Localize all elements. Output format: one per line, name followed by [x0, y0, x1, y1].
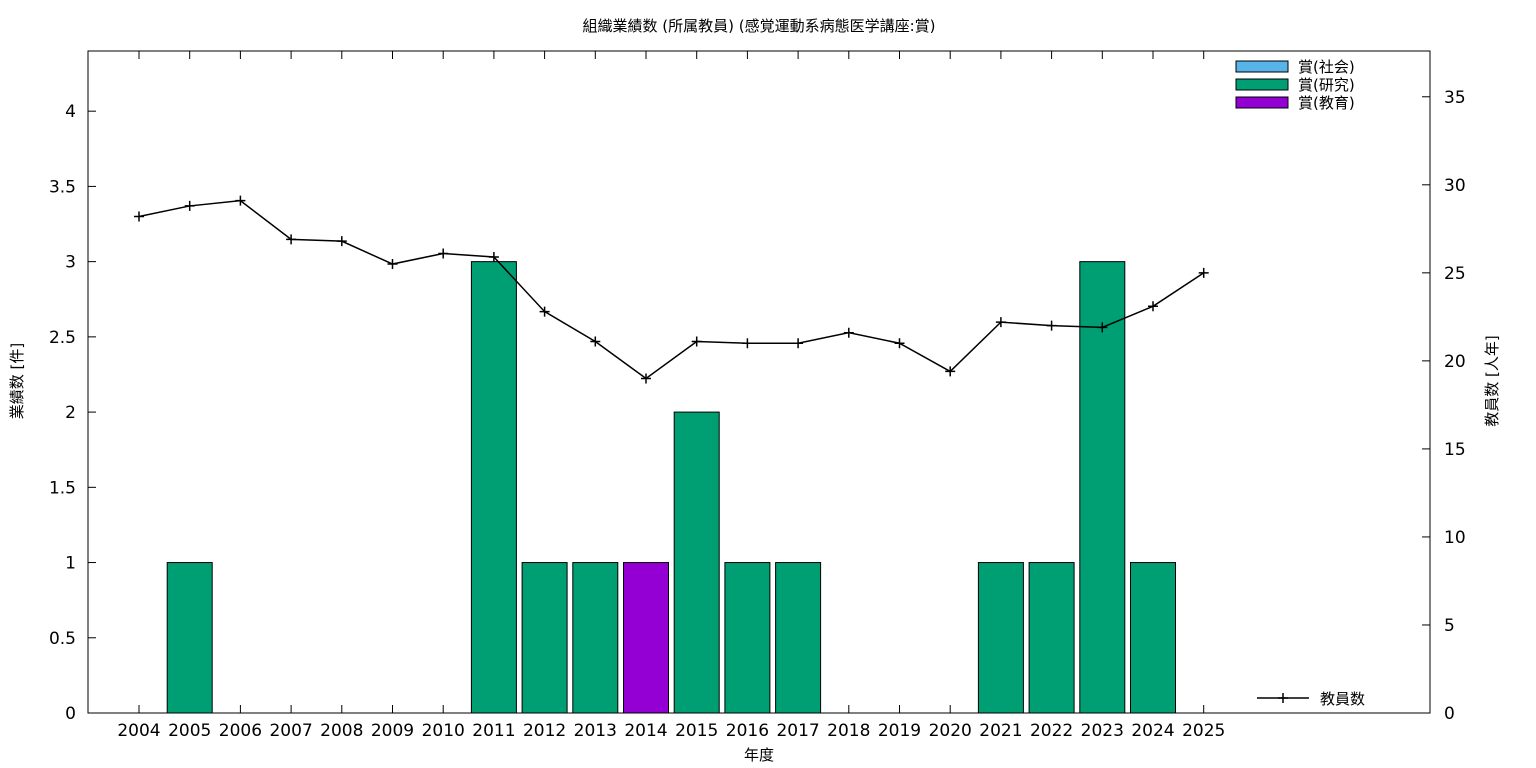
line-point — [488, 251, 499, 262]
line-point — [1097, 322, 1108, 333]
x-tick-label: 2010 — [422, 721, 465, 741]
bar — [977, 562, 1024, 714]
bar — [1079, 261, 1126, 714]
x-tick-label: 2006 — [219, 721, 262, 741]
x-tick-label: 2025 — [1182, 721, 1225, 741]
bar — [724, 562, 771, 714]
x-tick-label: 2017 — [776, 721, 819, 741]
line-point — [894, 338, 905, 349]
y2-tick-label: 10 — [1444, 528, 1466, 548]
y2-tick-label: 30 — [1444, 176, 1466, 196]
bar — [572, 562, 619, 714]
y2-tick-label: 15 — [1444, 440, 1466, 460]
line-point — [590, 336, 601, 347]
x-tick-label: 2024 — [1131, 721, 1174, 741]
y-tick-label: 1.5 — [49, 478, 76, 498]
x-tick-label: 2013 — [574, 721, 617, 741]
x-tick-label: 2011 — [472, 721, 515, 741]
series-line — [138, 199, 1205, 380]
bar — [1130, 562, 1176, 714]
line-point — [336, 236, 347, 247]
bar — [521, 562, 568, 714]
line-point — [1046, 320, 1057, 331]
x-tick-label: 2009 — [371, 721, 414, 741]
line-point — [1148, 301, 1158, 312]
line-point — [387, 259, 398, 270]
x-tick-label: 2015 — [675, 721, 718, 741]
x-tick-label: 2005 — [168, 721, 211, 741]
bar — [166, 562, 213, 714]
y-tick-label: 0.5 — [49, 629, 76, 649]
y2-tick-label: 0 — [1444, 704, 1455, 724]
y-tick-label: 2.5 — [49, 328, 76, 348]
legend-label: 教員数 — [1320, 690, 1365, 708]
line-point — [134, 211, 144, 222]
line-point — [539, 306, 550, 317]
y2-axis-title: 教員数 [人年] — [1483, 335, 1501, 426]
line-point — [438, 248, 449, 259]
x-tick-label: 2019 — [878, 721, 921, 741]
y-tick-label: 1 — [65, 554, 76, 574]
y-tick-label: 2 — [65, 403, 76, 423]
line-point — [945, 366, 956, 377]
line-point — [843, 327, 854, 338]
line-point — [691, 336, 702, 347]
legend-swatch — [1235, 78, 1289, 91]
x-tick-label: 2008 — [320, 721, 363, 741]
x-tick-label: 2004 — [117, 721, 160, 741]
bar — [673, 411, 720, 714]
line-point — [742, 338, 753, 349]
legend-label: 賞(研究) — [1298, 76, 1355, 94]
legend-label: 賞(教育) — [1298, 94, 1355, 112]
bar — [1028, 562, 1075, 714]
line-point — [995, 317, 1006, 328]
y-tick-label: 4 — [65, 102, 76, 122]
y2-tick-label: 35 — [1444, 88, 1466, 108]
line-point — [641, 373, 651, 384]
chart-title: 組織業績数 (所属教員) (感覚運動系病態医学講座:賞) — [582, 17, 935, 35]
line-point — [793, 338, 804, 349]
legend-swatch — [1235, 96, 1289, 109]
y2-tick-label: 20 — [1444, 352, 1466, 372]
x-tick-label: 2022 — [1030, 721, 1073, 741]
x-tick-label: 2021 — [979, 721, 1022, 741]
line-point — [1198, 267, 1209, 278]
bar — [470, 261, 517, 714]
line-point — [286, 234, 297, 245]
legend-label: 賞(社会) — [1298, 58, 1355, 76]
legend-line-marker — [1278, 693, 1288, 703]
y-tick-label: 0 — [65, 704, 76, 724]
y2-tick-label: 25 — [1444, 264, 1466, 284]
x-tick-label: 2012 — [523, 721, 566, 741]
x-axis-title: 年度 — [744, 746, 774, 764]
x-tick-label: 2018 — [827, 721, 870, 741]
y-tick-label: 3 — [65, 253, 76, 273]
line-point — [235, 195, 246, 206]
x-tick-label: 2020 — [929, 721, 972, 741]
x-tick-label: 2023 — [1081, 721, 1124, 741]
y-tick-label: 3.5 — [49, 177, 76, 197]
bar — [623, 562, 669, 714]
legend-swatch — [1235, 60, 1289, 73]
x-tick-label: 2007 — [269, 721, 312, 741]
bar — [775, 562, 822, 714]
x-tick-label: 2016 — [726, 721, 769, 741]
y-axis-title: 業績数 [件] — [8, 343, 26, 419]
y2-tick-label: 5 — [1444, 616, 1455, 636]
line-point — [184, 200, 195, 211]
x-tick-label: 2014 — [624, 721, 667, 741]
